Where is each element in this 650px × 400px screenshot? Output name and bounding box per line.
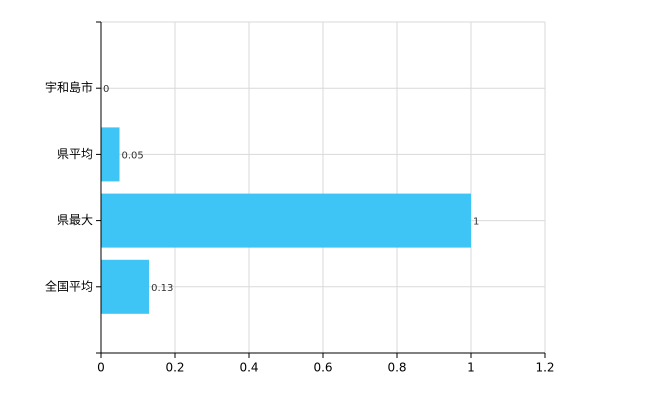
value-label: 0 xyxy=(103,84,109,95)
value-label: 1 xyxy=(473,217,479,228)
x-tick-label: 0.4 xyxy=(239,361,258,375)
bar xyxy=(101,193,471,248)
value-label: 0.13 xyxy=(151,283,173,294)
x-tick-label: 0.8 xyxy=(387,361,406,375)
x-tick-label: 1 xyxy=(467,361,475,375)
y-tick-label: 宇和島市 xyxy=(45,80,93,95)
x-tick-label: 1.2 xyxy=(535,361,554,375)
y-tick-label: 県最大 xyxy=(57,213,93,227)
y-tick-label: 全国平均 xyxy=(45,278,93,293)
bar xyxy=(101,127,120,182)
bar xyxy=(101,259,150,314)
value-label: 0.05 xyxy=(122,150,144,161)
x-tick-label: 0.6 xyxy=(313,361,332,375)
x-tick-label: 0 xyxy=(97,361,105,375)
y-tick-label: 県平均 xyxy=(57,147,93,161)
x-tick-label: 0.2 xyxy=(165,361,184,375)
